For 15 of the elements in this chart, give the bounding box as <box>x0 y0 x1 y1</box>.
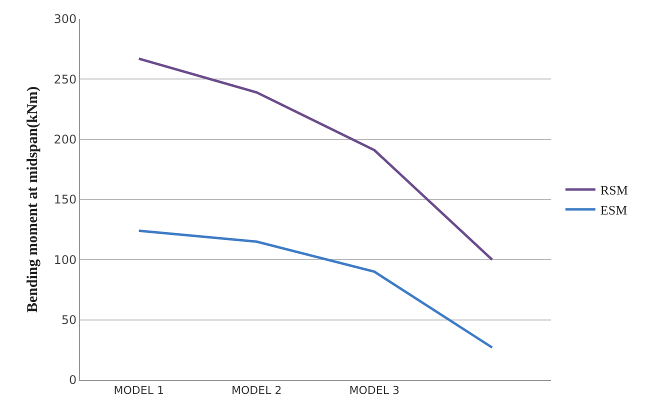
y-tick-label: 100 <box>54 252 77 267</box>
x-tick-label: MODEL 3 <box>349 384 400 398</box>
y-tick-label: 0 <box>68 373 77 388</box>
line-series <box>138 230 494 349</box>
y-tick-label: 200 <box>54 132 77 147</box>
y-tick-label: 150 <box>54 192 77 207</box>
legend-label: RSM <box>600 182 628 198</box>
x-tick-label: MODEL 2 <box>232 384 282 398</box>
legend-label: ESM <box>600 202 628 218</box>
x-tick-label: MODEL 1 <box>114 384 164 398</box>
y-tick-label: 50 <box>61 313 77 328</box>
y-tick-label: 300 <box>54 12 77 26</box>
y-axis-title: Bending moment at midspan(kNm) <box>24 86 41 313</box>
y-tick-label: 250 <box>54 72 77 86</box>
line-series <box>138 57 494 261</box>
